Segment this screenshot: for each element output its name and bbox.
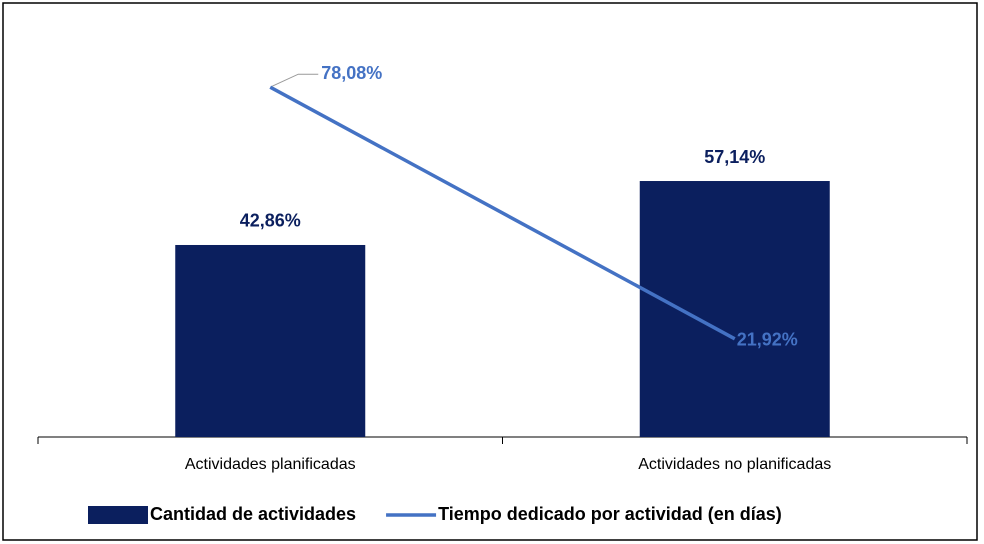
legend-label: Cantidad de actividades — [150, 504, 356, 524]
legend-swatch — [88, 506, 148, 524]
line-series — [269, 85, 736, 341]
x-tick-label: Actividades no planificadas — [638, 456, 831, 473]
data-label: 42,86% — [240, 211, 301, 231]
label-leader — [272, 73, 319, 87]
legend-label: Tiempo dedicado por actividad (en días) — [438, 504, 782, 524]
bar — [639, 181, 830, 437]
bar — [175, 244, 366, 437]
data-label: 57,14% — [704, 147, 765, 167]
data-label: 78,08% — [321, 63, 382, 83]
x-tick-label: Actividades planificadas — [185, 456, 356, 473]
data-label: 21,92% — [737, 330, 798, 350]
